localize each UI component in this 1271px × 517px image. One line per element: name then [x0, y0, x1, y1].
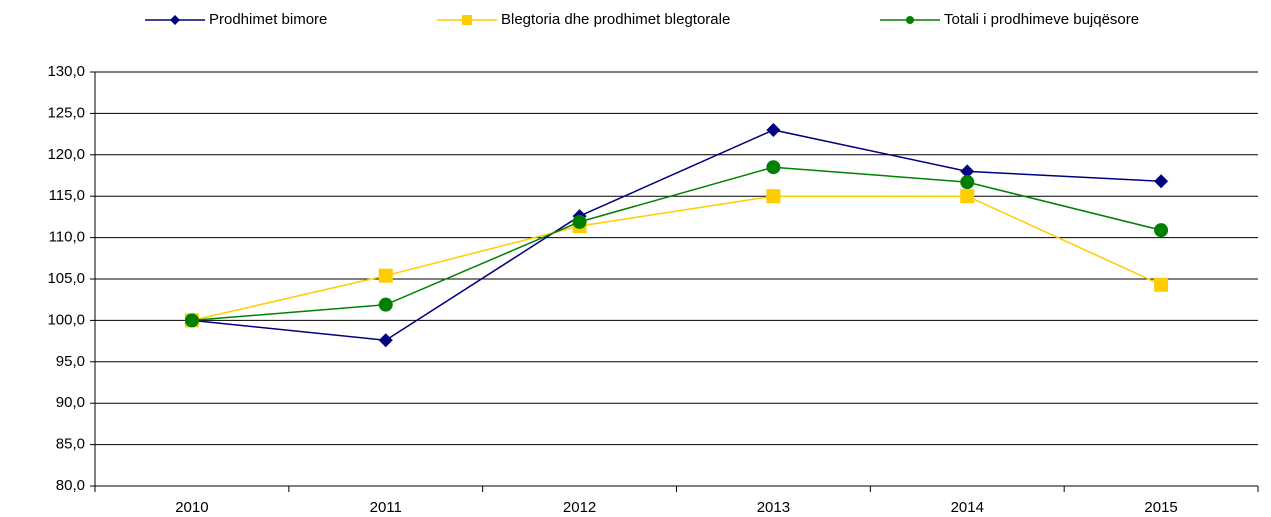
x-tick-label: 2010	[175, 499, 208, 516]
x-tick-label: 2015	[1144, 499, 1177, 516]
y-tick-label: 90,0	[56, 394, 85, 411]
data-point	[1154, 223, 1169, 238]
data-point	[766, 160, 781, 175]
y-tick-label: 120,0	[47, 146, 85, 163]
data-point	[378, 268, 393, 283]
data-point	[766, 189, 781, 204]
y-tick-label: 95,0	[56, 353, 85, 370]
data-point	[1154, 277, 1169, 292]
data-point	[378, 333, 393, 348]
data-point	[572, 214, 587, 229]
legend-marker	[462, 15, 472, 25]
x-tick-label: 2014	[951, 499, 984, 516]
legend-label: Prodhimet bimore	[209, 11, 327, 28]
y-tick-label: 80,0	[56, 477, 85, 494]
y-tick-label: 100,0	[47, 311, 85, 328]
y-tick-label: 105,0	[47, 270, 85, 287]
data-point	[184, 313, 199, 328]
y-tick-label: 130,0	[47, 63, 85, 80]
data-point	[766, 122, 781, 137]
legend-label: Blegtoria dhe prodhimet blegtorale	[501, 11, 730, 28]
data-point	[960, 189, 975, 204]
data-point	[1154, 174, 1169, 189]
x-tick-label: 2013	[757, 499, 790, 516]
legend-marker	[906, 16, 914, 24]
y-tick-label: 125,0	[47, 104, 85, 121]
y-tick-label: 85,0	[56, 436, 85, 453]
data-point	[378, 297, 393, 312]
y-tick-label: 115,0	[49, 187, 85, 204]
data-point	[960, 164, 975, 179]
series-line	[191, 195, 1162, 322]
y-tick-label: 110,0	[49, 229, 85, 246]
data-point	[960, 175, 975, 190]
series-line	[191, 166, 1162, 322]
series-line	[191, 129, 1162, 342]
x-tick-label: 2012	[563, 499, 596, 516]
x-tick-label: 2011	[370, 499, 402, 516]
legend-marker	[170, 15, 180, 25]
legend-label: Totali i prodhimeve bujqësore	[944, 11, 1139, 28]
